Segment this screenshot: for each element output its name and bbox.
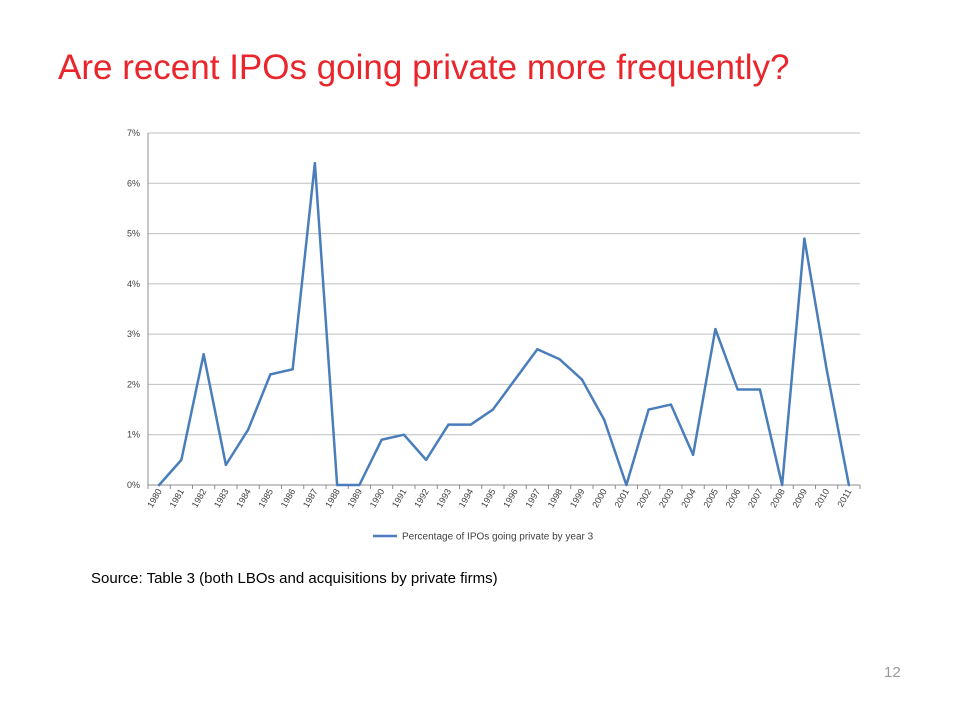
x-tick-label: 1985 <box>256 487 275 509</box>
x-tick-label: 1995 <box>479 487 498 509</box>
x-tick-label: 2004 <box>679 487 698 509</box>
data-point <box>491 408 495 411</box>
x-tick-label: 2009 <box>790 487 809 509</box>
x-tick-label: 1998 <box>546 487 565 509</box>
data-point <box>669 403 673 406</box>
data-point <box>803 237 806 240</box>
x-tick-label: 2002 <box>635 487 654 509</box>
y-tick-label: 2% <box>127 379 140 389</box>
x-tick-label: 1984 <box>234 487 253 509</box>
data-point <box>313 161 317 165</box>
data-point <box>180 458 183 462</box>
data-point <box>513 378 517 381</box>
y-tick-label: 6% <box>127 178 140 188</box>
data-point <box>691 453 695 457</box>
x-tick-label: 2000 <box>590 487 609 509</box>
data-point <box>758 388 762 391</box>
data-point <box>224 463 228 467</box>
x-tick-label: 2003 <box>657 487 676 509</box>
data-point <box>736 388 739 391</box>
data-point <box>825 368 828 371</box>
data-point <box>847 483 851 487</box>
x-tick-label: 1994 <box>457 487 476 509</box>
x-tick-label: 1981 <box>167 487 186 509</box>
data-point <box>246 428 250 431</box>
data-point <box>291 368 294 371</box>
data-point <box>269 373 272 376</box>
data-point <box>714 327 717 331</box>
x-tick-label: 1986 <box>279 487 298 509</box>
x-tick-label: 2007 <box>746 487 765 509</box>
data-point <box>380 438 383 441</box>
x-tick-label: 1982 <box>190 487 209 509</box>
x-tick-label: 1983 <box>212 487 231 509</box>
data-point <box>580 378 584 381</box>
data-point <box>625 483 628 487</box>
data-point <box>424 458 428 462</box>
x-tick-label: 1996 <box>501 487 520 509</box>
data-point <box>402 433 406 436</box>
data-point <box>447 423 450 426</box>
x-tick-label: 1991 <box>390 487 409 509</box>
data-point <box>602 418 606 421</box>
x-tick-label: 1990 <box>368 487 387 509</box>
data-point <box>358 483 361 487</box>
x-tick-label: 2011 <box>835 487 853 509</box>
source-note: Source: Table 3 (both LBOs and acquisiti… <box>91 570 498 587</box>
data-point <box>202 353 205 356</box>
x-tick-label: 1993 <box>434 487 453 509</box>
page-number: 12 <box>884 664 901 681</box>
x-tick-label: 2006 <box>724 487 743 509</box>
x-tick-label: 1980 <box>145 487 164 509</box>
y-tick-label: 3% <box>127 329 140 339</box>
x-tick-label: 1989 <box>345 487 364 509</box>
x-tick-label: 1988 <box>323 487 342 509</box>
y-tick-label: 4% <box>127 279 140 289</box>
slide-title: Are recent IPOs going private more frequ… <box>58 48 790 87</box>
x-tick-label: 1992 <box>412 487 431 509</box>
x-tick-label: 2005 <box>701 487 720 509</box>
data-point <box>780 483 784 487</box>
y-tick-label: 7% <box>127 128 140 138</box>
data-point <box>335 483 339 487</box>
y-tick-label: 0% <box>127 480 140 490</box>
data-point <box>157 483 161 487</box>
data-point <box>536 348 539 351</box>
y-tick-label: 5% <box>127 229 140 239</box>
y-tick-label: 1% <box>127 430 140 440</box>
x-tick-label: 2010 <box>813 487 832 509</box>
series-line <box>157 161 851 487</box>
x-tick-label: 1997 <box>523 487 542 509</box>
x-tick-label: 1987 <box>301 487 320 509</box>
data-point <box>469 423 472 426</box>
x-tick-label: 2001 <box>612 487 631 509</box>
legend-label: Percentage of IPOs going private by year… <box>402 532 594 543</box>
data-point <box>647 408 650 411</box>
x-tick-label: 2008 <box>768 487 787 509</box>
data-point <box>558 358 561 361</box>
x-tick-label: 1999 <box>568 487 587 509</box>
